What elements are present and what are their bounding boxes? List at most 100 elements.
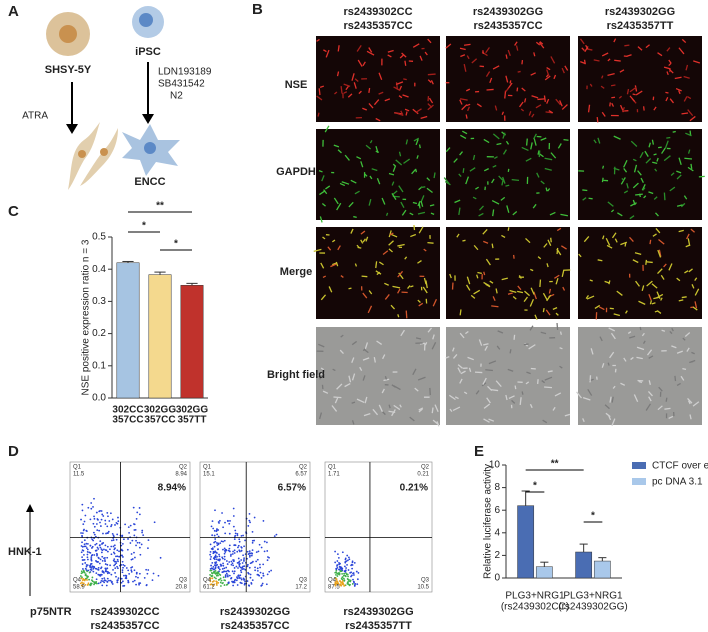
arrow-head bbox=[66, 124, 78, 134]
cell-stroke bbox=[365, 236, 369, 242]
x-tick-label: PLG3+NRG1 bbox=[505, 591, 565, 602]
facs-dot bbox=[235, 579, 238, 582]
quadrant-name: Q3 bbox=[179, 578, 188, 584]
cell-stroke bbox=[555, 98, 562, 106]
facs-dot bbox=[257, 550, 260, 553]
cell-stroke bbox=[648, 355, 654, 359]
facs-dot bbox=[249, 576, 252, 579]
cell-stroke bbox=[478, 212, 484, 217]
cell-stroke bbox=[639, 151, 644, 159]
facs-dot bbox=[246, 550, 249, 553]
cell-stroke bbox=[678, 90, 681, 95]
facs-dot bbox=[130, 566, 133, 569]
sample-label: rs2439302GG bbox=[343, 606, 413, 618]
facs-dot bbox=[109, 564, 112, 567]
cell-stroke bbox=[491, 178, 495, 184]
facs-dot bbox=[217, 559, 220, 562]
cell-stroke bbox=[597, 259, 603, 262]
cell-stroke bbox=[360, 161, 364, 168]
cell-stroke bbox=[486, 397, 491, 404]
facs-dot bbox=[110, 573, 113, 576]
cell-stroke bbox=[632, 182, 639, 189]
facs-dot bbox=[253, 516, 256, 519]
facs-dot bbox=[243, 560, 245, 562]
cell-stroke bbox=[351, 340, 358, 346]
facs-dot bbox=[81, 581, 83, 584]
cell-stroke bbox=[561, 269, 565, 277]
cell-stroke bbox=[322, 275, 327, 279]
facs-dot bbox=[334, 584, 337, 587]
facs-dot bbox=[233, 572, 235, 575]
facs-dot bbox=[106, 577, 109, 580]
facs-dot bbox=[219, 581, 222, 584]
cell-stroke bbox=[593, 139, 597, 144]
cell-stroke bbox=[375, 146, 379, 153]
cell-stroke bbox=[687, 109, 694, 117]
facs-dot bbox=[211, 575, 214, 577]
cell-stroke bbox=[589, 279, 593, 282]
facs-dot bbox=[115, 555, 117, 558]
facs-dot bbox=[228, 532, 231, 535]
facs-dot bbox=[347, 583, 350, 586]
cell-stroke bbox=[663, 263, 667, 268]
facs-dot bbox=[259, 566, 261, 569]
cell-stroke bbox=[589, 83, 593, 87]
cell-stroke bbox=[685, 132, 692, 137]
cell-stroke bbox=[516, 87, 519, 92]
cell-stroke bbox=[656, 157, 659, 162]
cell-stroke bbox=[388, 248, 393, 253]
cell-stroke bbox=[514, 41, 518, 46]
facs-dot bbox=[209, 567, 212, 570]
quadrant-name: Q3 bbox=[421, 578, 430, 584]
facs-dot bbox=[112, 551, 115, 554]
cell-stroke bbox=[668, 59, 672, 64]
cell-stroke bbox=[395, 82, 399, 90]
cell-stroke bbox=[483, 271, 486, 276]
facs-dot bbox=[101, 543, 103, 545]
cell-stroke bbox=[653, 196, 658, 200]
cell-stroke bbox=[410, 233, 417, 238]
quadrant-name: Q2 bbox=[299, 465, 308, 471]
cell-stroke bbox=[351, 373, 356, 381]
cell-stroke bbox=[635, 280, 640, 287]
cell-stroke bbox=[544, 376, 553, 381]
quadrant-name: Q3 bbox=[299, 578, 308, 584]
cell-stroke bbox=[612, 385, 616, 389]
cell-stroke bbox=[604, 404, 610, 410]
facs-dot bbox=[106, 580, 109, 583]
cell-stroke bbox=[658, 238, 665, 245]
facs-dot bbox=[135, 544, 137, 547]
bar bbox=[575, 551, 593, 579]
cell-stroke bbox=[550, 152, 557, 159]
cell-stroke bbox=[362, 357, 370, 361]
facs-dot bbox=[248, 512, 251, 515]
cell-stroke bbox=[549, 211, 556, 216]
cell-stroke bbox=[544, 157, 553, 161]
cell-stroke bbox=[459, 151, 464, 156]
cell-stroke bbox=[556, 247, 559, 255]
facs-dot bbox=[225, 560, 228, 562]
cell-stroke bbox=[634, 85, 638, 92]
facs-dot bbox=[339, 580, 342, 583]
facs-dot bbox=[128, 531, 130, 534]
facs-dot bbox=[211, 584, 214, 587]
facs-dot bbox=[105, 569, 107, 571]
facs-dot bbox=[252, 560, 254, 563]
cell-stroke bbox=[626, 88, 630, 95]
facs-dot bbox=[217, 529, 220, 531]
facs-dot bbox=[211, 520, 214, 522]
facs-dot bbox=[226, 563, 229, 565]
facs-dot bbox=[92, 531, 95, 534]
facs-dot bbox=[142, 534, 145, 537]
facs-dot bbox=[232, 584, 235, 587]
cell-stroke bbox=[645, 158, 652, 164]
facs-dot bbox=[136, 541, 139, 544]
cell-stroke bbox=[405, 310, 408, 319]
facs-dot bbox=[138, 572, 141, 575]
facs-dot bbox=[246, 580, 249, 582]
facs-dot bbox=[343, 565, 346, 568]
cell-stroke bbox=[316, 38, 320, 42]
facs-dot bbox=[90, 562, 93, 565]
cell-stroke bbox=[678, 47, 685, 55]
cell-stroke bbox=[427, 79, 432, 83]
